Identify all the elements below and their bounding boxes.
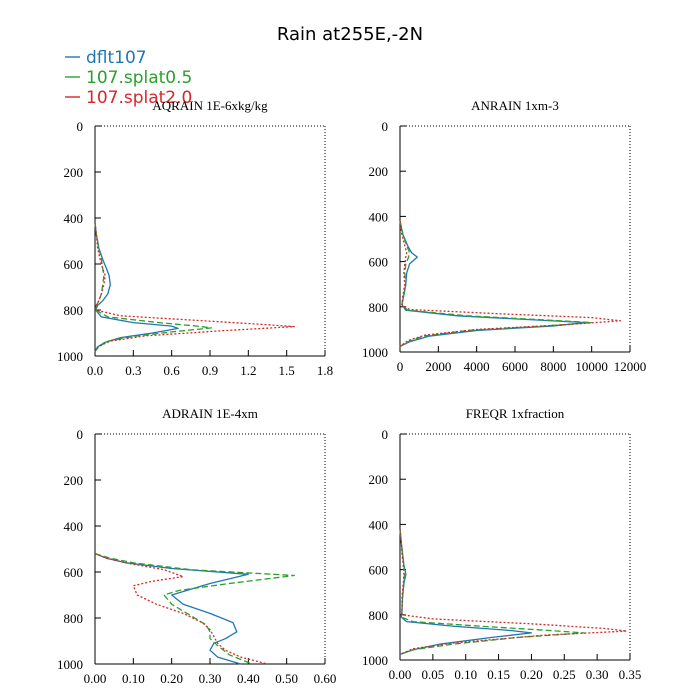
figure-title: Rain at255E,-2N bbox=[277, 24, 423, 45]
y-tick-label: 1000 bbox=[362, 345, 388, 360]
y-tick-label: 600 bbox=[64, 565, 84, 580]
x-tick-label: 6000 bbox=[502, 359, 528, 374]
panel-1: AQRAIN 1E-6xkg/kg 0 200 400 600 800 1000 0.0 0.3… bbox=[57, 98, 333, 378]
x-tick-label: 0.30 bbox=[586, 667, 609, 682]
legend: dflt107 107.splat0.5 107.splat2.0 bbox=[65, 48, 192, 108]
series-line-dflt107 bbox=[94, 222, 179, 352]
x-tick-label: 0.35 bbox=[619, 667, 642, 682]
series-line-107.splat0.5 bbox=[94, 222, 212, 352]
x-tick-label: 0.50 bbox=[275, 671, 298, 686]
y-tick-label: 800 bbox=[64, 611, 84, 626]
series-line-107.splat2.0 bbox=[94, 552, 268, 665]
y-tick-label: 0 bbox=[382, 119, 389, 134]
y-tick-label: 600 bbox=[369, 563, 389, 578]
x-tick-label: 8000 bbox=[540, 359, 566, 374]
series-line-107.splat0.5 bbox=[399, 528, 585, 656]
y-tick-label: 400 bbox=[64, 211, 84, 226]
x-tick-label: 1.5 bbox=[279, 363, 295, 378]
series-line-107.splat2.0 bbox=[94, 222, 295, 352]
x-tick-label: 0.00 bbox=[389, 667, 412, 682]
panel-3: ADRAIN 1E-4xm 0 200 400 600 800 10000.00 0.10 0.… bbox=[57, 406, 336, 686]
y-tick-label: 400 bbox=[369, 209, 389, 224]
y-tick-label: 800 bbox=[369, 608, 389, 623]
series-line-dflt107 bbox=[399, 220, 587, 347]
legend-label-splat2.0: 107.splat2.0 bbox=[86, 88, 192, 108]
x-tick-label: 12000 bbox=[614, 359, 647, 374]
x-tick-label: 0.15 bbox=[487, 667, 510, 682]
series-line-107.splat0.5 bbox=[399, 220, 593, 347]
y-tick-label: 200 bbox=[64, 473, 84, 488]
x-tick-label: 0.10 bbox=[454, 667, 477, 682]
panel-title: FREQR 1xfraction bbox=[466, 406, 565, 421]
x-tick-label: 2000 bbox=[425, 359, 451, 374]
y-tick-label: 0 bbox=[382, 427, 389, 442]
series-line-dflt107 bbox=[399, 528, 533, 656]
y-tick-label: 600 bbox=[64, 257, 84, 272]
panel-4: FREQR 1xfraction 0 200 400 600 800 10000.00 0.0… bbox=[362, 406, 641, 682]
y-tick-label: 800 bbox=[369, 300, 389, 315]
series-line-107.splat0.5 bbox=[94, 552, 295, 665]
y-tick-label: 0 bbox=[77, 119, 84, 134]
legend-label-splat0.5: 107.splat0.5 bbox=[86, 68, 192, 88]
y-tick-label: 800 bbox=[64, 303, 84, 318]
y-tick-label: 200 bbox=[64, 165, 84, 180]
x-tick-label: 0.00 bbox=[84, 671, 107, 686]
x-tick-label: 0.3 bbox=[125, 363, 141, 378]
panels: AQRAIN 1E-6xkg/kg 0 200 400 600 800 1000 0.0 0.3… bbox=[57, 98, 646, 686]
panel-title: AQRAIN 1E-6xkg/kg bbox=[152, 98, 268, 113]
y-tick-label: 600 bbox=[369, 255, 389, 270]
y-tick-label: 400 bbox=[64, 519, 84, 534]
x-tick-label: 0.05 bbox=[421, 667, 444, 682]
x-tick-label: 0.20 bbox=[160, 671, 183, 686]
panel-title: ADRAIN 1E-4xm bbox=[162, 406, 258, 421]
x-tick-label: 0 bbox=[397, 359, 404, 374]
series-line-107.splat2.0 bbox=[399, 528, 628, 655]
y-tick-label: 1000 bbox=[57, 349, 83, 364]
x-tick-label: 0.10 bbox=[122, 671, 145, 686]
legend-label-dflt107: dflt107 bbox=[86, 48, 147, 68]
x-tick-label: 10000 bbox=[575, 359, 608, 374]
series-line-dflt107 bbox=[94, 552, 249, 665]
x-tick-label: 0.30 bbox=[199, 671, 222, 686]
x-tick-label: 0.20 bbox=[520, 667, 543, 682]
x-tick-label: 4000 bbox=[464, 359, 490, 374]
x-tick-label: 0.9 bbox=[202, 363, 218, 378]
series-line-107.splat2.0 bbox=[399, 220, 622, 347]
x-tick-label: 0.0 bbox=[87, 363, 103, 378]
x-tick-label: 0.6 bbox=[164, 363, 181, 378]
panel-title: ANRAIN 1xm-3 bbox=[471, 98, 559, 113]
x-tick-label: 1.2 bbox=[240, 363, 256, 378]
x-tick-label: 0.40 bbox=[237, 671, 260, 686]
x-tick-label: 1.8 bbox=[317, 363, 333, 378]
x-tick-label: 0.60 bbox=[314, 671, 337, 686]
y-tick-label: 200 bbox=[369, 472, 389, 487]
y-tick-label: 0 bbox=[77, 427, 84, 442]
y-tick-label: 1000 bbox=[362, 653, 388, 668]
y-tick-label: 1000 bbox=[57, 657, 83, 672]
y-tick-label: 400 bbox=[369, 517, 389, 532]
x-tick-label: 0.25 bbox=[553, 667, 576, 682]
y-tick-label: 200 bbox=[369, 164, 389, 179]
